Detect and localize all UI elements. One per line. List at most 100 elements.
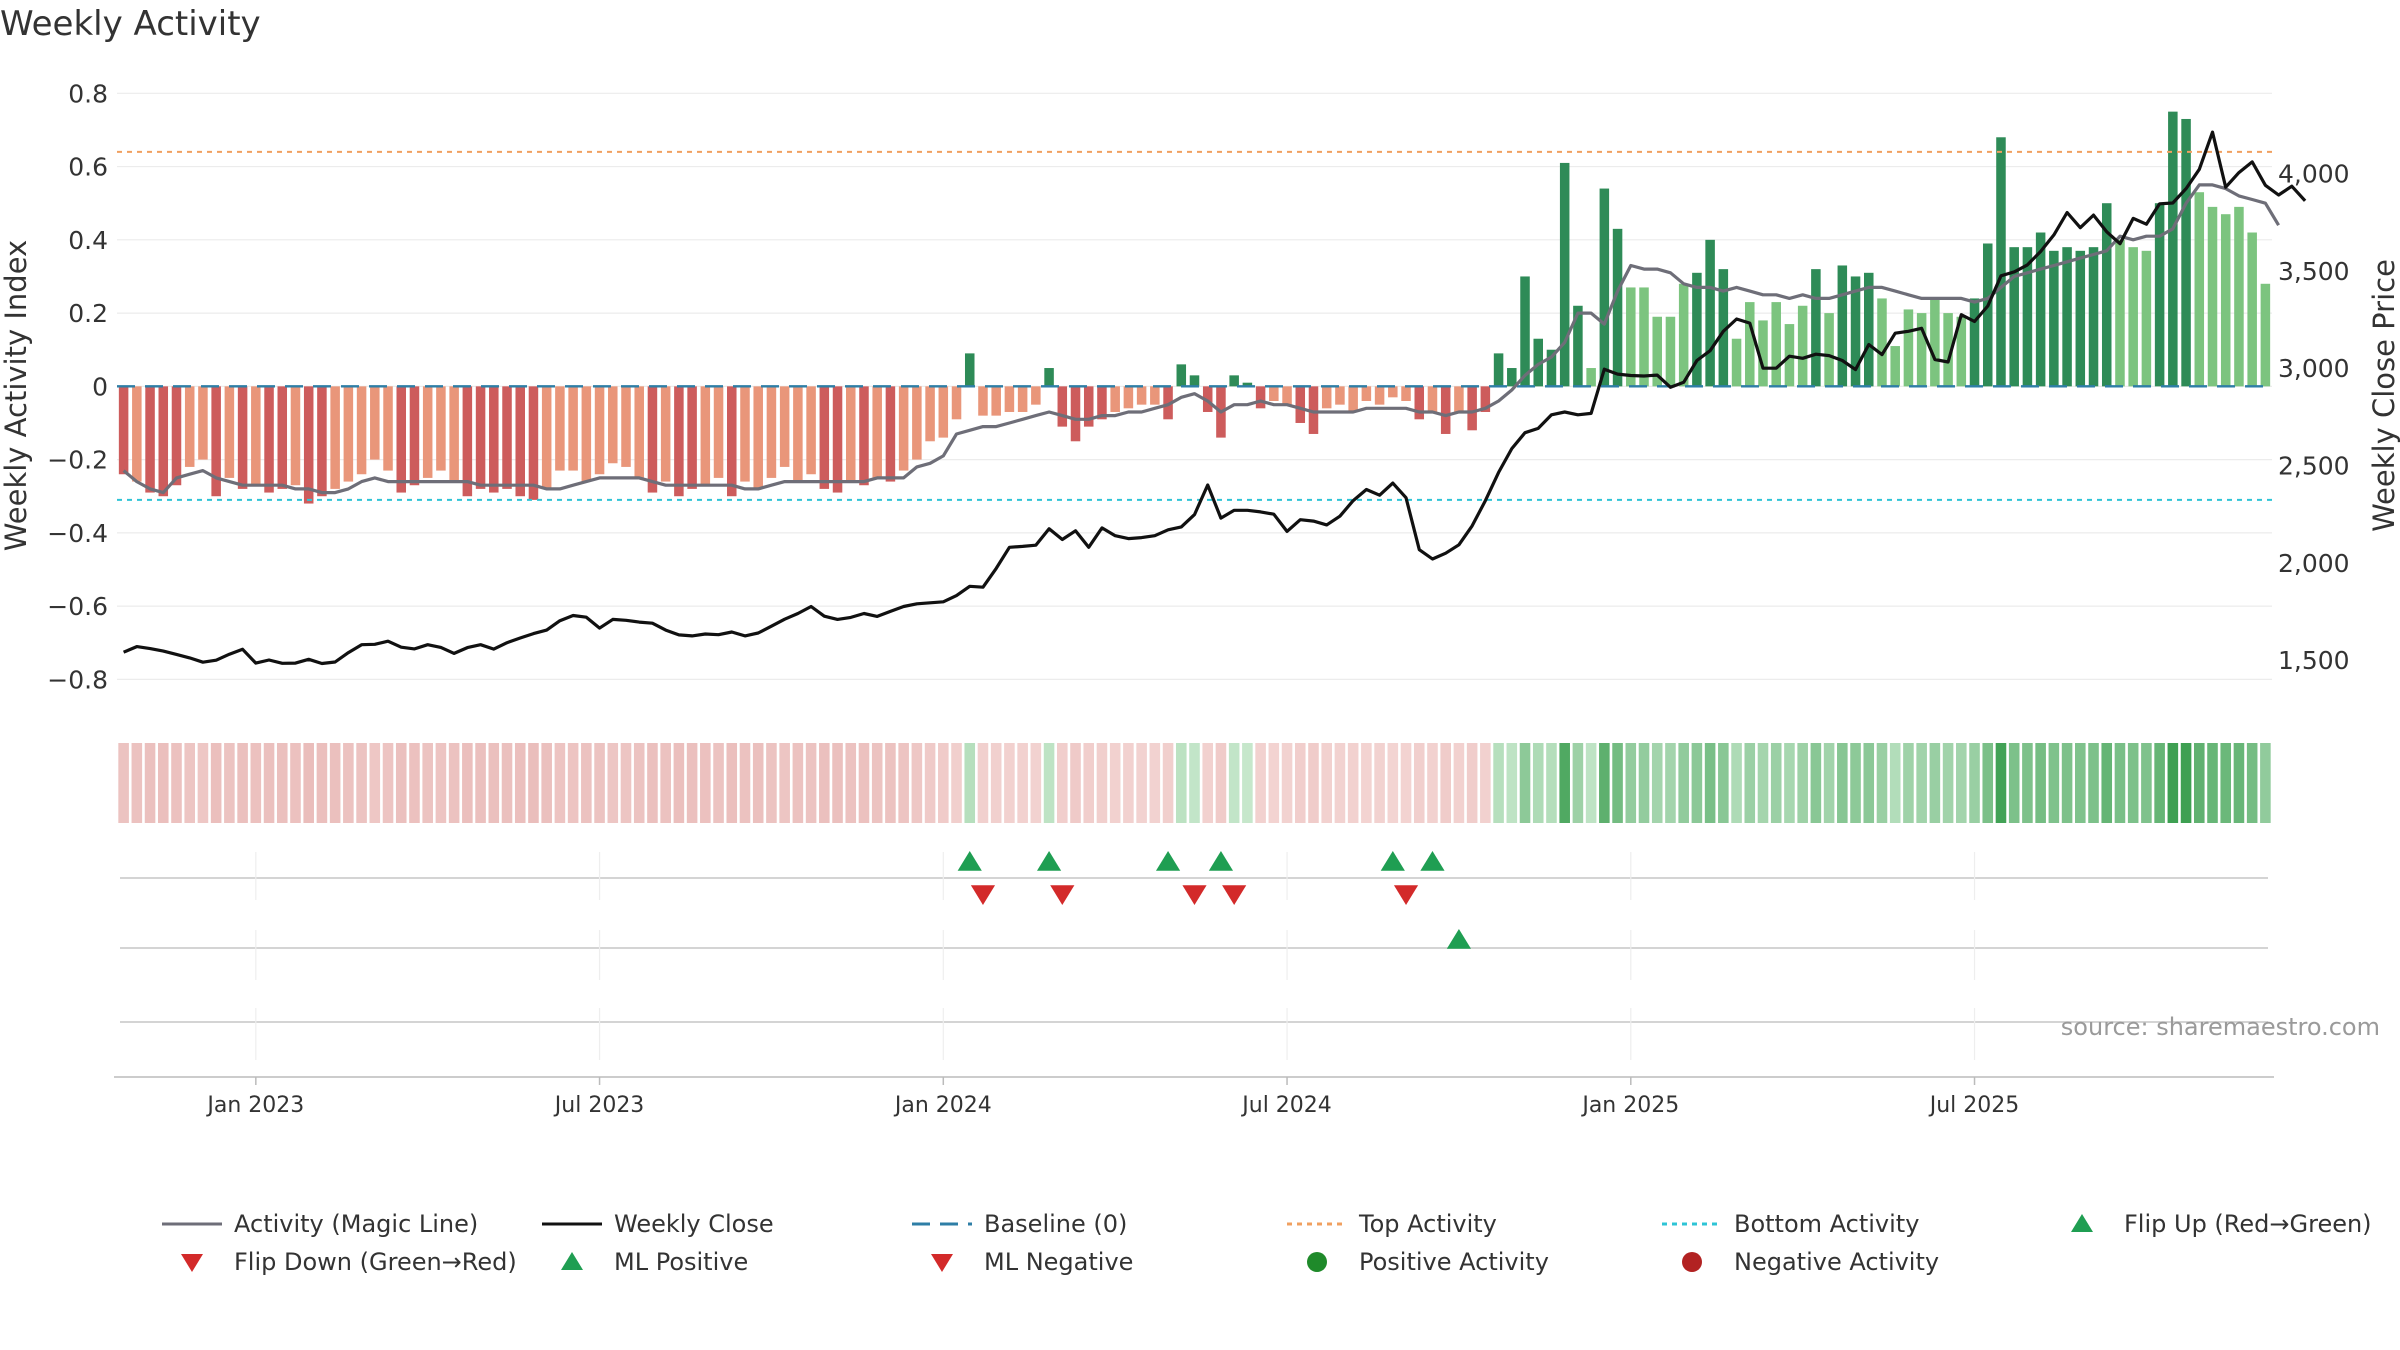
y-tick-label: 0.2 — [68, 299, 108, 328]
legend-symbol-icon — [542, 1222, 602, 1226]
activity-bar — [541, 386, 552, 489]
heat-cell — [1321, 743, 1332, 823]
heat-cell — [1982, 743, 1994, 823]
heat-cell — [1480, 743, 1491, 823]
y-tick-label: −0.8 — [47, 665, 108, 694]
heat-cell — [885, 743, 896, 823]
heat-cell — [197, 743, 209, 823]
activity-bar — [145, 386, 155, 493]
heat-cell — [1625, 743, 1637, 823]
activity-bar — [303, 386, 314, 504]
heat-cell — [2035, 743, 2046, 823]
activity-bar — [449, 386, 459, 482]
heat-cell — [1334, 743, 1346, 823]
activity-bar — [1877, 298, 1887, 387]
activity-bar — [2260, 283, 2271, 387]
legend-symbol-icon — [931, 1254, 953, 1272]
activity-bar — [1573, 305, 1583, 387]
activity-bar — [779, 386, 790, 467]
heat-cell — [832, 743, 843, 823]
heat-cell — [144, 743, 156, 823]
activity-bar — [515, 386, 525, 497]
activity-bar — [475, 386, 486, 489]
heat-cell — [858, 743, 870, 823]
activity-bar — [845, 386, 856, 482]
heat-cell — [594, 743, 605, 823]
heat-cell — [2022, 743, 2033, 823]
magic-line — [122, 183, 2280, 495]
heat-cell — [620, 743, 632, 823]
activity-bar — [1982, 243, 1993, 387]
activity-bar — [1493, 353, 1504, 387]
y-tick-label: 0.4 — [68, 226, 108, 255]
activity-bar — [1321, 386, 1332, 409]
activity-heat-strip — [118, 743, 2271, 823]
activity-bar — [1692, 272, 1702, 387]
activity-bar — [555, 386, 565, 471]
ml-positive-marker — [1446, 929, 1472, 949]
y-tick-label: −0.4 — [47, 519, 108, 548]
activity-bar — [1758, 320, 1768, 387]
legend-label: Activity (Magic Line) — [234, 1210, 479, 1238]
activity-bar — [237, 386, 248, 489]
activity-bar — [184, 386, 195, 467]
activity-bar — [330, 386, 340, 489]
activity-bar — [991, 386, 1001, 416]
x-tick-label: Jan 2023 — [205, 1093, 304, 1118]
heat-cell — [1043, 743, 1055, 823]
left-axis: 0.8 0.6 0.4 0.2 0 −0.2 −0.4 −0.6 −0.8 Weekly Acti… — [0, 79, 108, 694]
activity-bar — [436, 386, 446, 471]
heat-cell — [409, 743, 420, 823]
heat-cell — [210, 743, 222, 823]
activity-bar — [1308, 386, 1319, 434]
flip-up-marker — [1036, 851, 1062, 871]
heat-cell — [1493, 743, 1504, 823]
heat-cell — [1294, 743, 1306, 823]
activity-bar — [118, 386, 129, 475]
y-tick-label: 0 — [92, 372, 108, 401]
heat-cell — [1242, 743, 1253, 823]
x-tick-label: Jan 2025 — [1580, 1093, 1679, 1118]
heat-cell — [964, 743, 976, 823]
activity-bar — [1480, 386, 1491, 412]
activity-bar — [1388, 386, 1398, 398]
legend-symbol-icon — [162, 1222, 222, 1226]
legend-item: Activity (Magic Line) — [160, 1206, 478, 1242]
heat-cell — [1162, 743, 1174, 823]
heat-cell — [1387, 743, 1399, 823]
legend-triangle-up-swatch — [2071, 1214, 2093, 1232]
heat-cell — [1837, 743, 1848, 823]
flip-down-marker — [1050, 885, 1075, 905]
activity-bar — [370, 386, 380, 460]
heat-cell — [819, 743, 830, 823]
legend-symbol-icon — [1307, 1252, 1327, 1272]
activity-bar — [1718, 269, 1729, 387]
activity-bar — [925, 386, 935, 442]
y-axis-label: Weekly Activity Index — [0, 240, 33, 551]
heat-cell — [184, 743, 196, 823]
activity-bar — [1943, 313, 1953, 387]
heat-cell — [845, 743, 857, 823]
heat-cell — [673, 743, 685, 823]
heat-cell — [1506, 743, 1518, 823]
legend: Activity (Magic Line) Weekly Close Baselin… — [160, 1206, 2390, 1286]
heat-cell — [263, 743, 275, 823]
heat-cell — [1929, 743, 1941, 823]
activity-bar — [594, 386, 605, 475]
heat-cell — [2207, 743, 2218, 823]
activity-bar — [1070, 386, 1081, 442]
activity-bar — [290, 386, 301, 486]
heat-cell — [1651, 743, 1663, 823]
activity-bar — [674, 386, 684, 497]
activity-bar — [1440, 386, 1451, 434]
heat-cell — [607, 743, 619, 823]
heat-cell — [792, 743, 804, 823]
activity-bar — [806, 386, 816, 475]
activity-bar — [1731, 338, 1742, 387]
y2-tick-label: 2,500 — [2278, 452, 2350, 481]
activity-bar — [1533, 338, 1544, 387]
heat-cell — [2154, 743, 2165, 823]
heat-cell — [1757, 743, 1769, 823]
activity-bar — [1586, 368, 1596, 387]
time-axis: Jan 2023 Jul 2023 Jan 2024 Jul 2024 Jan 2025… — [114, 1076, 2274, 1118]
